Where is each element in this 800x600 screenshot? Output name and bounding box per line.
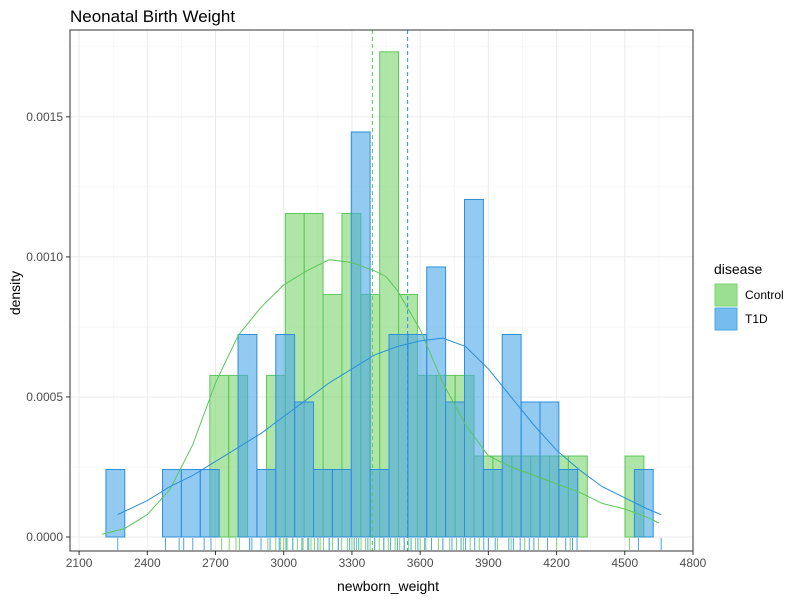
- y-tick-label: 0.0015: [26, 110, 63, 124]
- bar-t1d: [369, 468, 390, 538]
- x-tick-label: 2400: [134, 556, 161, 570]
- bar-t1d: [539, 401, 560, 538]
- x-tick-label: 3900: [475, 556, 502, 570]
- x-tick-label: 4800: [680, 556, 707, 570]
- bar-t1d: [426, 266, 447, 538]
- legend: disease Control T1D: [714, 261, 784, 331]
- x-axis: 2100 2400 2700 3000 3300 3600 3900 4200 4500 4800: [66, 551, 707, 570]
- bar-t1d: [388, 333, 409, 538]
- y-axis: 0.0000 0.0005 0.0010 0.0015: [26, 110, 70, 544]
- bar-t1d: [445, 401, 465, 538]
- legend-label-t1d: T1D: [745, 312, 768, 326]
- bar-t1d: [105, 468, 126, 538]
- plot-border: [69, 29, 694, 552]
- mean-lines: [371, 30, 409, 551]
- bar-t1d: [350, 131, 371, 538]
- legend-key-control: [714, 283, 738, 307]
- x-tick-label: 3000: [270, 556, 297, 570]
- bar-t1d: [237, 333, 258, 538]
- x-tick-label: 4200: [543, 556, 570, 570]
- y-axis-title: density: [7, 271, 23, 315]
- t1d-bars: [105, 131, 654, 538]
- rug-marks: [117, 538, 662, 550]
- bar-t1d: [199, 468, 220, 538]
- bar-t1d: [463, 198, 484, 538]
- y-tick-label: 0.0000: [26, 530, 63, 544]
- x-tick-label: 3300: [339, 556, 366, 570]
- x-tick-label: 2700: [202, 556, 229, 570]
- y-tick-label: 0.0005: [26, 390, 63, 404]
- x-tick-label: 4500: [611, 556, 638, 570]
- bar-t1d: [482, 468, 503, 538]
- bar-t1d: [407, 333, 428, 538]
- x-tick-label: 3600: [407, 556, 434, 570]
- bar-t1d: [633, 468, 654, 538]
- x-axis-title: newborn_weight: [337, 578, 439, 594]
- bar-t1d: [256, 468, 277, 538]
- legend-title: disease: [714, 261, 762, 277]
- density-curve-t1d: [117, 337, 662, 516]
- bar-t1d: [275, 333, 296, 538]
- chart-title: Neonatal Birth Weight: [70, 7, 235, 26]
- legend-key-t1d: [714, 307, 738, 331]
- density-curve-control: [101, 259, 660, 535]
- bar-t1d: [520, 401, 541, 538]
- x-tick-label: 2100: [66, 556, 93, 570]
- legend-label-control: Control: [745, 288, 784, 302]
- density-curves: [101, 259, 662, 535]
- bar-t1d: [331, 468, 352, 538]
- bar-t1d: [162, 468, 182, 538]
- bar-t1d: [501, 333, 522, 538]
- bar-t1d: [558, 468, 579, 538]
- bar-t1d: [313, 468, 333, 538]
- bar-t1d: [294, 401, 315, 538]
- y-tick-label: 0.0010: [26, 250, 63, 264]
